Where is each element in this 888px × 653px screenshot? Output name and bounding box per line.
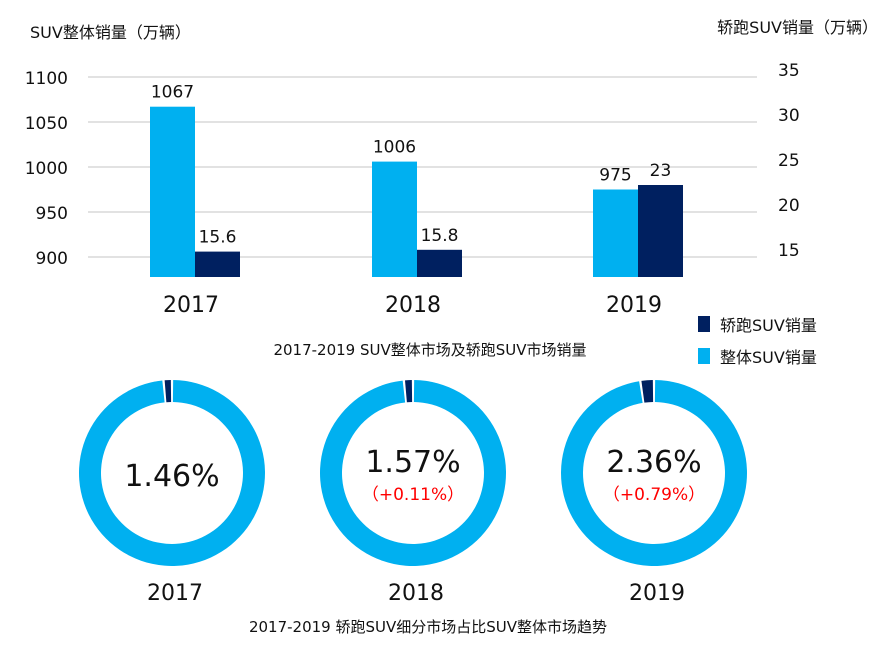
x-tick-label: 2017	[163, 293, 219, 318]
data-label-overall: 975	[599, 166, 631, 186]
data-label-overall: 1006	[373, 138, 416, 158]
donut-year-label: 2018	[388, 581, 444, 606]
data-label-overall: 1067	[151, 83, 194, 103]
left-axis-label: SUV整体销量（万辆）	[30, 23, 191, 42]
donut-share-label: 1.46%	[124, 459, 219, 494]
left-tick-label: 1000	[25, 159, 68, 179]
right-tick-label: 25	[778, 151, 800, 171]
donut-delta-label: （+0.11%）	[362, 485, 464, 505]
legend-swatch	[698, 348, 710, 364]
bar-overall-2018	[372, 161, 417, 277]
bar-overall-2019	[593, 189, 638, 277]
donut-chart-title: 2017-2019 轿跑SUV细分市场占比SUV整体市场趋势	[249, 618, 607, 636]
x-tick-label: 2019	[606, 293, 662, 318]
right-tick-label: 15	[778, 241, 800, 261]
bar-sports-2019	[638, 185, 683, 277]
right-tick-label: 30	[778, 106, 800, 126]
donut-sports-2017	[164, 380, 172, 403]
bar-sports-2017	[195, 251, 240, 277]
right-tick-label: 35	[778, 61, 800, 81]
donut-year-label: 2017	[147, 581, 203, 606]
donut-year-label: 2019	[629, 581, 685, 606]
right-axis-label: 轿跑SUV销量（万辆）	[717, 18, 878, 37]
legend-label: 轿跑SUV销量	[720, 316, 817, 335]
donut-sports-2019	[641, 380, 654, 403]
left-tick-label: 1100	[25, 69, 68, 89]
left-tick-label: 1050	[25, 114, 68, 134]
legend-label: 整体SUV销量	[720, 348, 817, 367]
legend-swatch	[698, 316, 710, 332]
left-tick-label: 900	[36, 249, 68, 269]
donut-share-label: 2.36%	[606, 445, 701, 480]
donut-sports-2018	[404, 380, 413, 403]
data-label-sports: 15.8	[421, 226, 459, 246]
data-label-sports: 15.6	[199, 228, 237, 248]
right-tick-label: 20	[778, 196, 800, 216]
bar-chart-title: 2017-2019 SUV整体市场及轿跑SUV市场销量	[273, 341, 586, 359]
bar-overall-2017	[150, 106, 195, 277]
donut-share-label: 1.57%	[365, 445, 460, 480]
data-label-sports: 23	[650, 161, 672, 181]
x-tick-label: 2018	[385, 293, 441, 318]
donut-delta-label: （+0.79%）	[603, 485, 705, 505]
left-tick-label: 950	[36, 204, 68, 224]
bar-sports-2018	[417, 249, 462, 277]
